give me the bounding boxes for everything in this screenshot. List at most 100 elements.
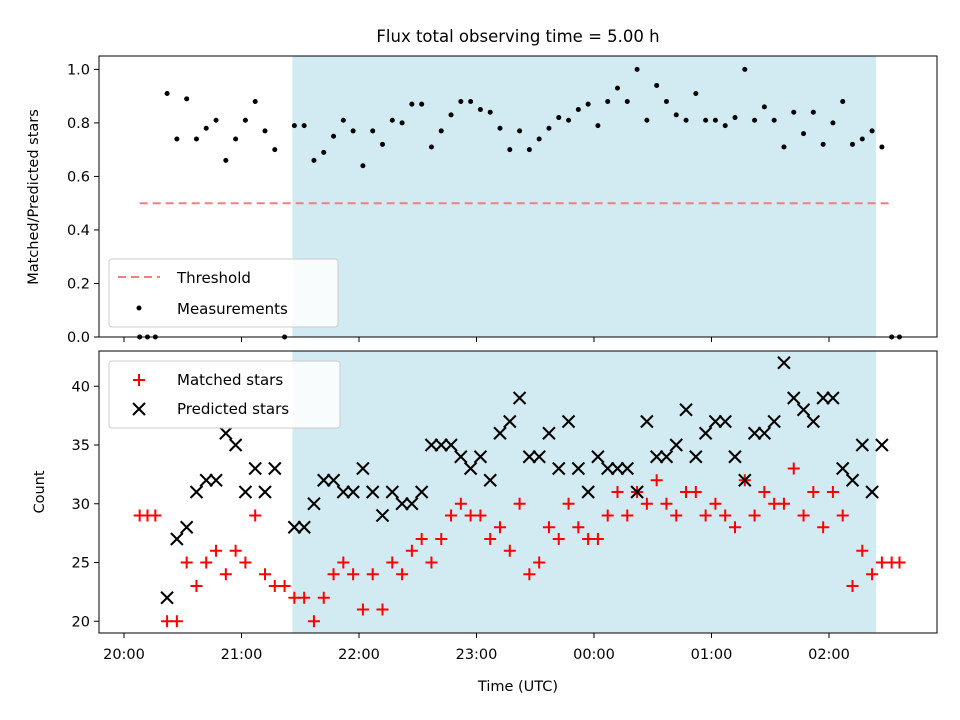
predicted-star-point [238, 485, 253, 499]
measurement-point [791, 109, 797, 115]
bottom-plot-frame [98, 350, 938, 634]
measurement-point [242, 117, 248, 123]
measurement-point [820, 141, 826, 147]
top-x-ticks [123, 337, 830, 342]
measurement-point [566, 117, 572, 123]
measurement-point [262, 128, 268, 134]
top-y-tick-label: 0.0 [67, 330, 90, 346]
measurement-point [761, 104, 767, 110]
predicted-star-point [816, 391, 830, 405]
measurement-point [673, 112, 679, 118]
predicted-star-point [326, 473, 341, 487]
x-tick-label: 20:00 [103, 647, 145, 663]
predicted-star-point [796, 403, 811, 417]
matched-star-point [229, 544, 242, 557]
bottom-x-axis: 20:00 21:00 22:00 23:00 00:00 01:00 02:00 [103, 633, 850, 663]
matched-star-point [307, 615, 320, 628]
bottom-observing-window [292, 351, 877, 633]
measurement-point [781, 144, 787, 150]
bottom-y-axis: 20 25 30 35 40 [72, 379, 99, 630]
measurement-point [233, 136, 239, 142]
measurement-point [644, 117, 650, 123]
predicted-star-point [708, 414, 723, 429]
matched-star-point [552, 533, 565, 545]
matched-star-point [758, 486, 771, 498]
matched-star-point [415, 533, 428, 545]
measurement-point [605, 98, 611, 104]
matched-star-point [170, 615, 183, 628]
measurement-point [370, 128, 376, 134]
measurement-point [742, 66, 748, 72]
top-legend-box [108, 258, 339, 328]
predicted-star-point [747, 426, 762, 440]
predicted-star-point [385, 485, 399, 499]
top-observing-window [292, 56, 877, 337]
predicted-star-point [170, 532, 184, 546]
predicted-star-point [571, 461, 586, 476]
matched-star-point [239, 556, 252, 569]
measurement-point [556, 115, 562, 121]
predicted-star-point [610, 461, 625, 476]
matched-star-point [425, 556, 438, 569]
matched-star-point [249, 509, 262, 522]
matched-star-point [484, 533, 497, 545]
measurement-point [350, 128, 356, 134]
predicted-star-point [591, 450, 605, 464]
bottom-legend: Matched stars Predicted stars [108, 360, 341, 429]
predicted-star-point [845, 473, 860, 487]
predicted-star-point [659, 450, 674, 464]
measurement-point [497, 125, 503, 131]
matched-star-point [640, 497, 653, 510]
predicted-star-point [287, 520, 302, 534]
matched-star-point [601, 509, 614, 522]
bottom-y-tick-label: 30 [72, 497, 90, 513]
predicted-star-point [375, 508, 390, 523]
measurement-point [389, 117, 395, 123]
top-y-tick-label: 1.0 [67, 62, 90, 78]
measurement-point [752, 117, 758, 123]
predicted-star-point [463, 461, 478, 476]
figure-title: Flux total observing time = 5.00 h [376, 27, 659, 46]
measurement-point [399, 120, 405, 126]
top-y-tick-label: 0.4 [67, 223, 90, 239]
measurement-point [712, 117, 718, 123]
measurement-point [801, 131, 807, 137]
predicted-star-point [160, 591, 174, 605]
bottom-panel: 20 25 30 35 40 20:00 21:00 22:00 23:00 00:00 01:0… [32, 350, 938, 695]
measurement-point [693, 90, 699, 96]
matched-star-point [836, 509, 849, 522]
matched-star-point [190, 580, 203, 592]
measurement-point [380, 141, 385, 147]
matched-star-point [327, 568, 340, 581]
legend-predicted-label: Predicted stars [177, 400, 289, 418]
matched-star-point [893, 556, 906, 569]
predicted-star-point [689, 450, 703, 464]
matched-star-point [699, 509, 712, 522]
predicted-star-point [728, 450, 742, 464]
matched-star-point [445, 509, 458, 522]
bottom-y-tick-label: 35 [72, 438, 90, 454]
measurement-point [663, 98, 669, 104]
predicted-star-point [865, 485, 879, 499]
matched-star-point [787, 462, 800, 475]
predicted-star-point [512, 391, 527, 405]
predicted-star-point [405, 497, 419, 511]
measurement-point [830, 120, 836, 126]
predicted-star-point [414, 485, 429, 499]
predicted-star-point [855, 438, 869, 452]
measurement-point [360, 163, 366, 169]
matched-star-point [149, 509, 162, 522]
measurement-point [810, 109, 816, 115]
predicted-star-point [189, 485, 204, 499]
measurement-point [634, 66, 640, 72]
measurement-point [301, 123, 307, 129]
predicted-star-point [718, 414, 732, 429]
predicted-star-point [307, 497, 321, 511]
predicted-star-point [356, 461, 370, 476]
measurement-point [203, 125, 209, 131]
measurement-point [879, 144, 885, 150]
matched-star-point [317, 591, 330, 604]
measurement-point [507, 147, 513, 153]
predicted-star-point [806, 414, 821, 429]
predicted-star-point [698, 426, 713, 440]
